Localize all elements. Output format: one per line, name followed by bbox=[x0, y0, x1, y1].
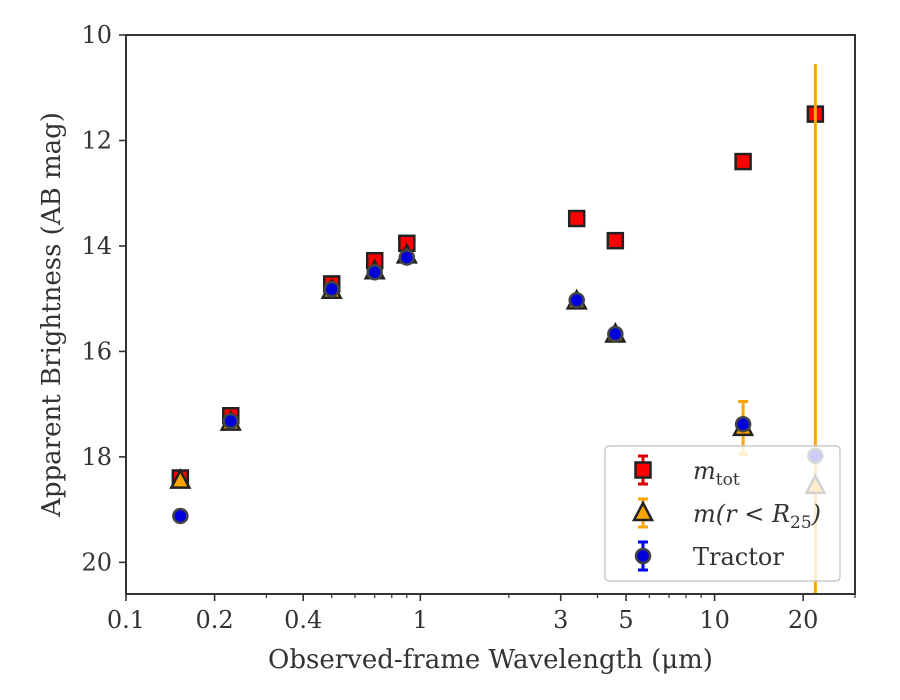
legend-box bbox=[604, 445, 841, 582]
y-tick-label: 20 bbox=[81, 548, 112, 576]
y-tick-label: 12 bbox=[81, 126, 112, 154]
legend-marker bbox=[634, 461, 652, 479]
data-point bbox=[568, 292, 585, 309]
data-point bbox=[398, 249, 416, 266]
legend: mtot m(r < R25) Tractor bbox=[604, 445, 841, 582]
x-tick-label: 3 bbox=[553, 606, 568, 634]
x-tick-label: 0.2 bbox=[196, 606, 234, 634]
plot-frame bbox=[125, 34, 856, 595]
data-point bbox=[734, 152, 752, 171]
x-tick-label: 5 bbox=[618, 606, 633, 634]
data-point bbox=[222, 412, 240, 430]
legend-label: m(r < R25) bbox=[693, 500, 821, 533]
x-axis-label: Observed-frame Wavelength (μm) bbox=[268, 645, 713, 675]
x-tick-label: 10 bbox=[699, 606, 730, 634]
data-point bbox=[323, 280, 340, 298]
legend-marker bbox=[634, 547, 652, 565]
y-tick-label: 18 bbox=[81, 443, 112, 471]
axis-tick-labels: 0.1 0.2 0.4 1 3 5 10 20 10 12 14 16 18 20 bbox=[81, 21, 818, 634]
data-point bbox=[607, 325, 624, 343]
data-point bbox=[734, 415, 752, 433]
x-tick-label: 1 bbox=[413, 606, 428, 634]
data-point bbox=[606, 231, 625, 250]
legend-label: Tractor bbox=[693, 543, 784, 571]
data-point bbox=[567, 209, 586, 228]
x-tick-label: 0.1 bbox=[107, 606, 145, 634]
y-tick-label: 16 bbox=[81, 337, 112, 365]
y-axis-label: Apparent Brightness (AB mag) bbox=[37, 112, 67, 518]
data-point bbox=[169, 467, 192, 489]
y-tick-label: 10 bbox=[81, 21, 112, 49]
x-tick-label: 20 bbox=[788, 606, 819, 634]
plot-marks bbox=[169, 64, 827, 594]
x-tick-label: 0.4 bbox=[284, 606, 322, 634]
legend-marker bbox=[631, 500, 655, 522]
legend-label: mtot bbox=[693, 457, 740, 490]
data-point bbox=[172, 507, 189, 525]
y-tick-label: 14 bbox=[81, 232, 112, 260]
data-point bbox=[366, 264, 383, 281]
